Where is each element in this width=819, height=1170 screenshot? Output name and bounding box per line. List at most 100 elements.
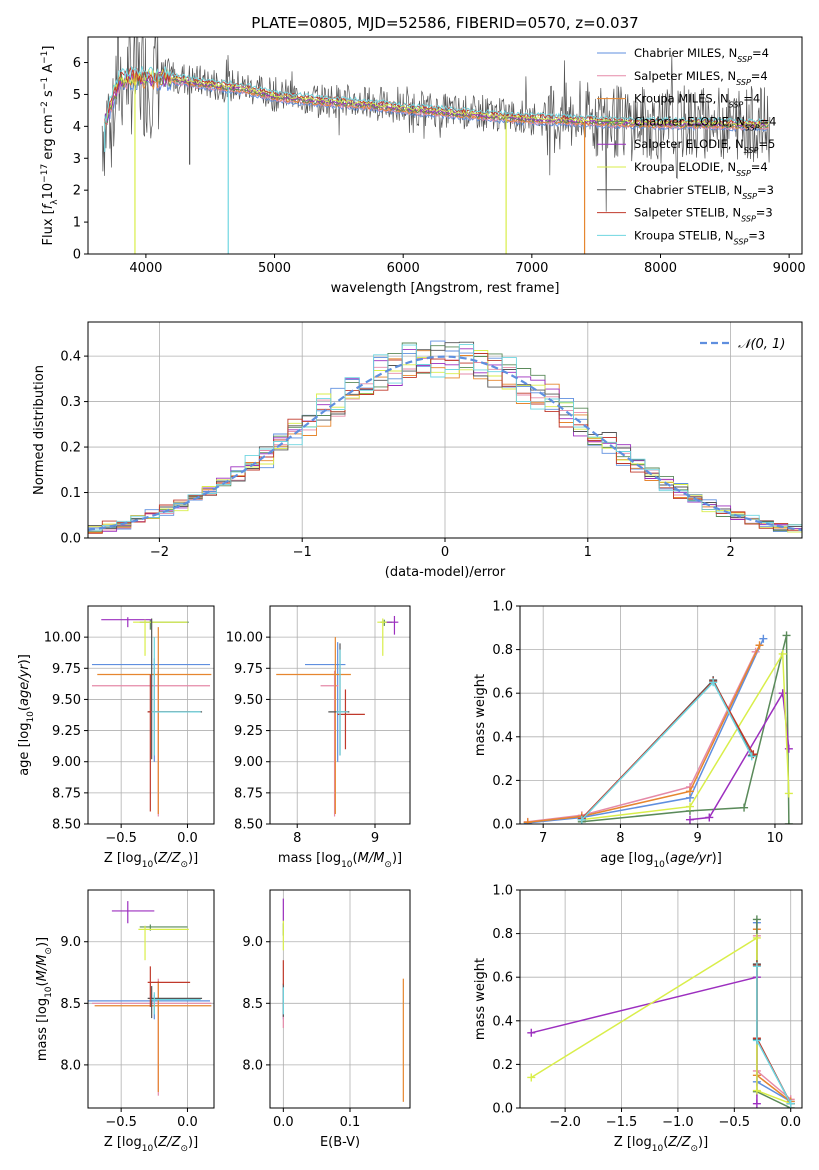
label-part: ⊙: [44, 947, 54, 955]
label-part: )]: [35, 937, 50, 947]
y-tick-label: 9.75: [234, 662, 263, 677]
label-part: Normed distribution: [32, 365, 47, 495]
y-tick-label: 8.0: [60, 1058, 81, 1073]
label-part: Z [log: [104, 1135, 142, 1150]
y-tick-label: 0.8: [492, 927, 513, 942]
series-line-kroupa-miles: [527, 644, 761, 824]
label-part: ⊙: [690, 1144, 698, 1154]
x-tick-label: 2: [726, 545, 734, 560]
y-tick-label: 0: [73, 248, 81, 263]
x-tick-label: 0.1: [340, 1115, 361, 1130]
x-axis-label: Z [log10(Z/Z⊙)]: [104, 1135, 198, 1154]
residual-hist-kroupa-stelib: [88, 344, 802, 535]
label-part: ⊙: [180, 1144, 188, 1154]
label-part: )]: [188, 1135, 198, 1150]
x-tick-label: 0.0: [177, 1115, 198, 1130]
label-part: 10: [653, 860, 665, 870]
label-part: erg cm: [41, 114, 56, 163]
data-point-marker: [747, 752, 756, 761]
plot-area: [91, 617, 212, 817]
data-point-marker: [752, 1099, 761, 1108]
normal-reference-curve: [88, 355, 802, 532]
model-kroupa-elodie: [104, 67, 770, 127]
axes-frame: [87, 605, 215, 825]
data-point-marker: [752, 962, 761, 971]
data-point-marker: [778, 689, 787, 698]
label-part: Z/Z: [157, 1135, 181, 1150]
x-tick-label: 9000: [773, 261, 806, 276]
data-point-marker: [784, 789, 793, 798]
legend-count: =4: [752, 46, 769, 60]
label-part: M/M: [35, 955, 50, 982]
label-part: (: [35, 981, 50, 986]
x-tick-label: 0.0: [273, 1115, 294, 1130]
y-axis-label: mass [log10(M/M⊙)]: [35, 937, 54, 1061]
legend-label: Chabrier ELODIE, NSSP=4: [634, 114, 776, 131]
data-point-marker: [752, 1036, 761, 1045]
y-tick-label: 0.2: [492, 774, 513, 789]
y-tick-label: 9.75: [52, 662, 81, 677]
label-part: ⊙: [384, 860, 392, 870]
x-tick-label: 9: [694, 831, 702, 846]
y-tick-label: 0.0: [492, 818, 513, 833]
legend-name: Chabrier MILES, N: [634, 46, 737, 60]
label-part: Flux [: [41, 209, 56, 245]
x-axis-label: Z [log10(Z/Z⊙)]: [104, 851, 198, 870]
data-point-marker: [752, 933, 761, 942]
axes-frame: [87, 889, 215, 1109]
label-part: (: [153, 851, 158, 866]
x-tick-label: −0.5: [105, 831, 137, 846]
legend-subscript: SSP: [737, 55, 752, 64]
data-point-marker: [755, 641, 764, 650]
label-part: 10: [26, 711, 36, 723]
panel-mass_vs_Z: −0.5 0.08.08.59.0Z [log10(Z/Z⊙)]mass [log…: [35, 889, 215, 1154]
label-part: 10: [341, 860, 353, 870]
series-line-kroupa-stelib: [581, 681, 753, 821]
label-part: )]: [392, 851, 402, 866]
label-part: −17: [40, 164, 50, 183]
label-part: mass [log: [35, 998, 50, 1061]
axes-frame: [87, 36, 803, 255]
series-line-chabrier-stelib: [756, 964, 792, 1104]
data-point-marker: [740, 803, 749, 812]
y-axis-label: Flux [fλ10−17 erg cm−2 s−1 A−1]: [40, 46, 60, 246]
x-tick-label: 9: [371, 831, 379, 846]
series-line-salpeter-stelib: [756, 965, 792, 1104]
legend-label: Kroupa MILES, NSSP=4: [634, 92, 760, 110]
y-tick-label: 3: [73, 152, 81, 167]
x-tick-label: −0.5: [105, 1115, 137, 1130]
legend-count: =3: [757, 183, 774, 197]
y-tick-label: 9.25: [234, 724, 263, 739]
y-tick-label: 10.00: [44, 631, 81, 646]
x-tick-label: −2: [150, 545, 169, 560]
y-tick-label: 8.75: [234, 786, 263, 801]
label-part: mass [log: [278, 851, 341, 866]
legend-label: Salpeter ELODIE, NSSP=5: [634, 137, 775, 155]
y-tick-label: 9.50: [234, 693, 263, 708]
label-part: (: [153, 1135, 158, 1150]
data-point-marker: [523, 818, 532, 824]
data-point-marker: [577, 815, 586, 824]
legend-subscript: SSP: [736, 77, 751, 86]
y-tick-label: 0.6: [492, 971, 513, 986]
x-tick-label: −0.5: [719, 1115, 751, 1130]
series-line-salpeter-miles: [756, 935, 792, 1100]
plot-area: [88, 901, 212, 1096]
series-line-chabrier-stelib: [581, 678, 753, 821]
plot-area: [523, 631, 793, 824]
y-tick-label: 8.5: [60, 997, 81, 1012]
label-part: 10: [142, 1144, 154, 1154]
x-tick-label: 7000: [515, 261, 548, 276]
plot-area: [276, 615, 399, 817]
x-axis-label: E(B-V): [320, 1135, 360, 1150]
grid: [270, 890, 410, 1108]
panel-age_vs_Z: −0.5 0.0 8.50 8.75 9.00 9.25 9.50 9.75 10.00 Z [l…: [17, 605, 215, 870]
data-point-marker: [752, 915, 761, 924]
residual-hist-chabrier-miles: [88, 340, 802, 533]
label-part: (: [665, 851, 670, 866]
y-tick-label: 5: [73, 88, 81, 103]
label-part: 10: [41, 183, 56, 200]
y-tick-label: 10.00: [226, 631, 263, 646]
y-tick-label: 8.50: [234, 818, 263, 833]
axes-frame: [87, 321, 803, 539]
